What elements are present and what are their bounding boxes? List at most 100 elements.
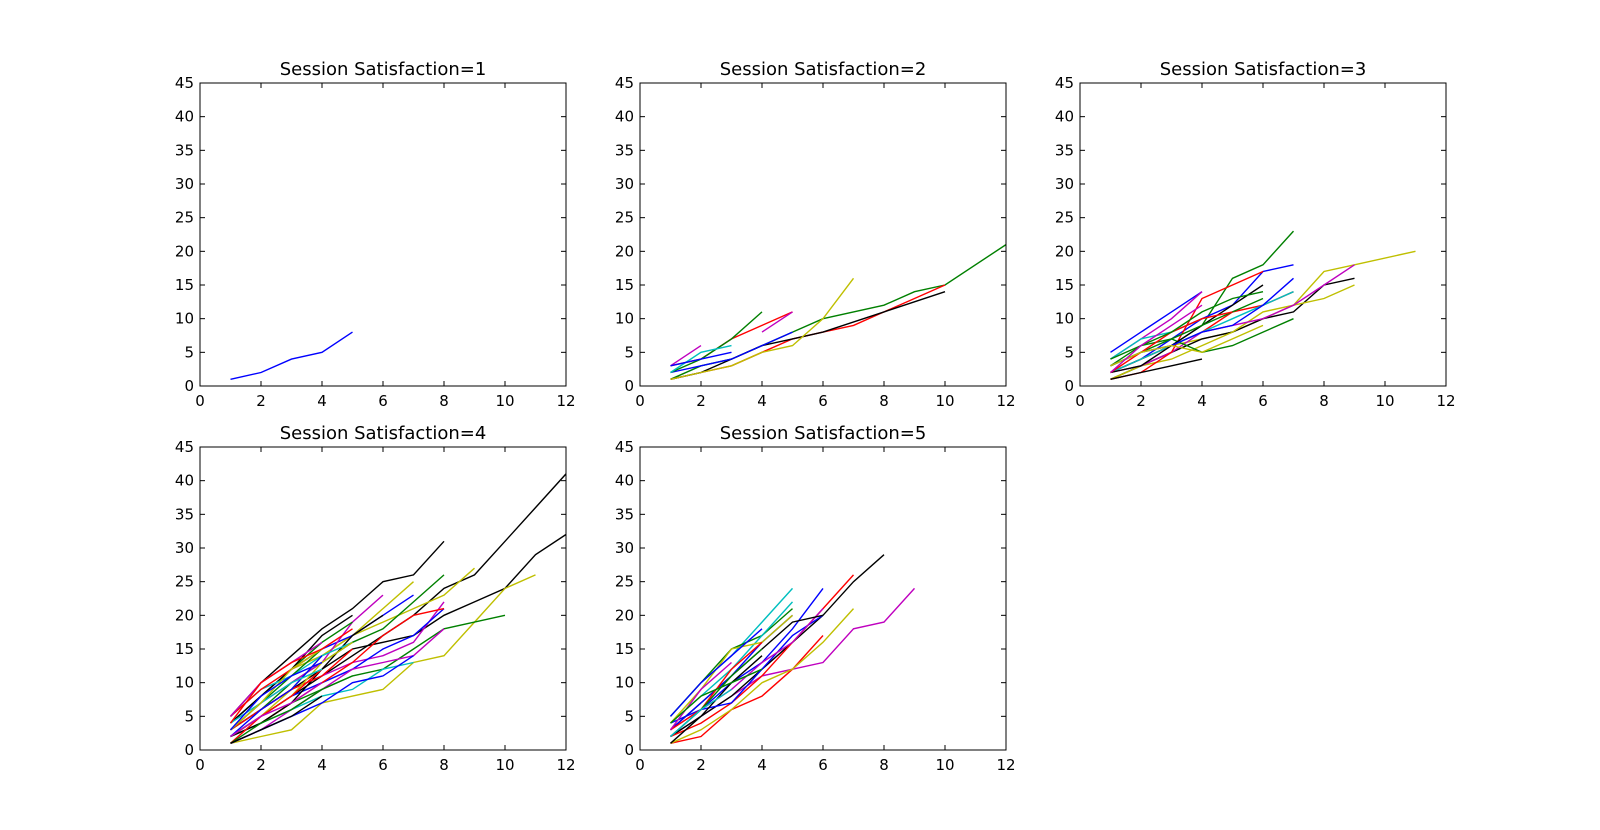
x-tick-label: 0 — [635, 756, 645, 774]
y-tick-label: 0 — [1064, 377, 1074, 395]
x-tick-label: 10 — [935, 756, 954, 774]
y-tick-label: 15 — [175, 276, 194, 294]
series-group — [669, 554, 916, 744]
y-tick-label: 25 — [615, 209, 634, 227]
subplot-title: Session Satisfaction=3 — [1160, 59, 1367, 80]
series-line — [230, 574, 536, 744]
series-line — [670, 635, 824, 744]
x-tick-label: 0 — [635, 392, 645, 410]
x-tick-label: 10 — [1375, 392, 1394, 410]
y-tick-label: 30 — [615, 175, 634, 193]
x-tick-label: 4 — [317, 756, 327, 774]
series-line — [230, 331, 353, 380]
subplot-title: Session Satisfaction=4 — [280, 423, 487, 444]
subplot-3: 0 2 4 6 8 10 12 0 5 10 15 20 25 30 35 40 45 Session Satis… — [1055, 59, 1456, 410]
y-tick-label: 0 — [184, 741, 194, 759]
y-tick-label: 10 — [1055, 310, 1074, 328]
series-line — [1110, 358, 1203, 380]
x-tick-label: 12 — [996, 756, 1015, 774]
x-tick-label: 6 — [818, 756, 828, 774]
y-tick-label: 35 — [615, 505, 634, 523]
y-tick-label: 30 — [1055, 175, 1074, 193]
series-line — [230, 628, 445, 744]
y-tick-label: 40 — [615, 108, 634, 126]
y-tick-label: 20 — [615, 606, 634, 624]
series-line — [229, 648, 323, 724]
x-tick-label: 0 — [195, 756, 205, 774]
y-tick-label: 5 — [624, 707, 634, 725]
series-line — [1110, 291, 1264, 360]
series-line — [670, 345, 702, 367]
series-line — [1110, 304, 1203, 374]
y-tick-label: 10 — [175, 310, 194, 328]
series-line — [670, 554, 885, 738]
y-tick-label: 25 — [615, 573, 634, 591]
subplot-title: Session Satisfaction=2 — [720, 59, 927, 80]
x-tick-label: 12 — [556, 392, 575, 410]
y-tick-label: 45 — [175, 74, 194, 92]
y-tick-label: 5 — [184, 343, 194, 361]
x-tick-label: 4 — [317, 392, 327, 410]
subplot-title: Session Satisfaction=5 — [720, 423, 927, 444]
series-line — [230, 682, 323, 738]
y-tick-label: 45 — [615, 74, 634, 92]
series-line — [1110, 284, 1355, 380]
x-tick-label: 8 — [879, 392, 889, 410]
x-tick-label: 12 — [556, 756, 575, 774]
x-tick-label: 10 — [935, 392, 954, 410]
y-tick-label: 25 — [175, 209, 194, 227]
y-tick-label: 20 — [615, 242, 634, 260]
subplot-title: Session Satisfaction=1 — [280, 59, 487, 80]
series-line — [230, 668, 323, 744]
x-tick-label: 6 — [378, 756, 388, 774]
x-tick-label: 10 — [495, 756, 514, 774]
y-tick-label: 45 — [175, 438, 194, 456]
subplot-4: 0 2 4 6 8 10 12 0 5 10 15 20 25 30 35 40 45 Session Satis… — [175, 423, 576, 774]
series-line — [230, 655, 323, 738]
y-tick-label: 35 — [175, 505, 194, 523]
y-tick-label: 40 — [615, 472, 634, 490]
y-tick-label: 0 — [624, 741, 634, 759]
series-line — [670, 688, 732, 738]
x-tick-label: 8 — [879, 756, 889, 774]
y-tick-label: 30 — [175, 175, 194, 193]
x-tick-label: 0 — [195, 392, 205, 410]
series-line — [669, 661, 732, 731]
series-line — [1110, 291, 1203, 353]
x-tick-label: 8 — [439, 756, 449, 774]
y-tick-label: 35 — [615, 141, 634, 159]
x-tick-label: 2 — [696, 756, 706, 774]
y-tick-label: 20 — [175, 242, 194, 260]
y-tick-label: 15 — [615, 276, 634, 294]
series-group — [230, 331, 353, 380]
y-tick-label: 25 — [175, 573, 194, 591]
series-line — [670, 668, 763, 724]
subplot-1: 0 2 4 6 8 10 12 0 5 10 15 20 25 30 35 40 45 Session Satis… — [175, 59, 576, 410]
series-group — [1110, 230, 1416, 380]
series-line — [1110, 284, 1264, 374]
y-tick-label: 30 — [615, 539, 634, 557]
series-line — [230, 675, 353, 744]
y-tick-label: 0 — [624, 377, 634, 395]
y-tick-label: 15 — [615, 640, 634, 658]
series-line — [670, 351, 732, 367]
y-tick-label: 5 — [624, 343, 634, 361]
series-line — [229, 540, 445, 717]
x-tick-label: 10 — [495, 392, 514, 410]
y-tick-label: 20 — [175, 606, 194, 624]
x-tick-label: 12 — [996, 392, 1015, 410]
x-tick-label: 6 — [1258, 392, 1268, 410]
series-line — [230, 614, 384, 738]
series-line — [670, 277, 855, 380]
series-line — [670, 608, 855, 744]
subplot-5: 0 2 4 6 8 10 12 0 5 10 15 20 25 30 35 40 45 Session Satis… — [615, 423, 1016, 774]
x-tick-label: 6 — [818, 392, 828, 410]
y-tick-label: 35 — [175, 141, 194, 159]
series-line — [670, 614, 824, 724]
series-line — [670, 331, 793, 374]
x-tick-label: 6 — [378, 392, 388, 410]
x-tick-label: 2 — [1136, 392, 1146, 410]
y-tick-label: 30 — [175, 539, 194, 557]
series-group — [670, 244, 1006, 380]
y-tick-label: 45 — [615, 438, 634, 456]
